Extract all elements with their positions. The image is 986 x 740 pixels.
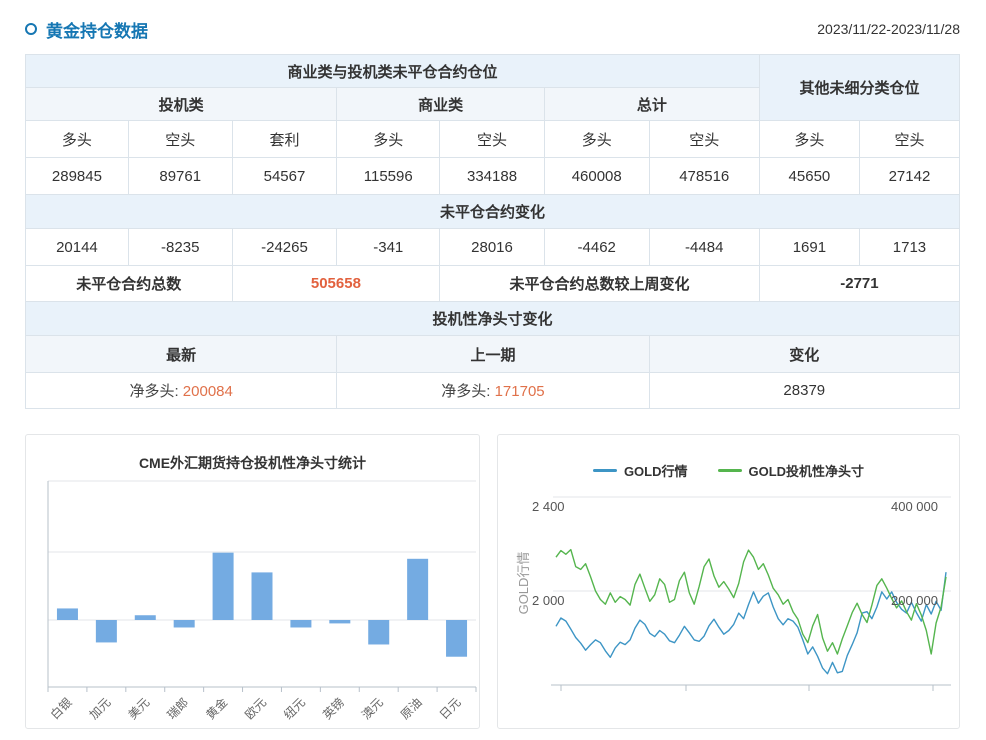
- page-header: 黄金持仓数据 2023/11/22-2023/11/28: [25, 14, 960, 44]
- bar-x-label: 加元: [87, 695, 114, 722]
- bar-series[interactable]: [56, 552, 468, 657]
- group-header-other: 其他未细分类仓位: [758, 54, 961, 121]
- net-header-latest: 最新: [24, 335, 338, 373]
- col-header-comm-long: 多头: [336, 120, 441, 158]
- bar-x-label: 瑞郎: [164, 695, 191, 722]
- change-value: -24265: [231, 228, 338, 266]
- axis-tick-label: 2 000: [532, 593, 565, 608]
- total-open-interest-label: 未平仓合约总数: [25, 265, 233, 302]
- bar-chart-title: CME外汇期货持仓投机性净头寸统计: [138, 455, 367, 471]
- positions-table: 商业类与投机类未平仓合约仓位 其他未细分类仓位 投机类 商业类 总计 多头 空头…: [24, 54, 961, 409]
- col-header-total-short: 空头: [648, 120, 760, 158]
- open-interest-value: 334188: [439, 157, 545, 195]
- col-header-spec-short: 空头: [127, 120, 233, 158]
- open-interest-value: 289845: [25, 157, 129, 195]
- col-header-total-long: 多头: [543, 120, 650, 158]
- line-series-GOLD投机性净头寸: [555, 548, 947, 655]
- net-change-value: 28379: [648, 372, 961, 409]
- total-change-value: -2771: [758, 265, 961, 302]
- change-value: -8235: [127, 228, 233, 266]
- change-value: -4484: [648, 228, 760, 266]
- bar-x-label: 英镑: [319, 695, 347, 723]
- charts-row: CME外汇期货持仓投机性净头寸统计 白银 加元 美元 瑞郎 黄金 欧元 纽元 英镑 澳元 原油 日元…: [25, 434, 960, 729]
- bar-x-label: 白银: [47, 695, 75, 723]
- bar-x-label: 纽元: [281, 695, 308, 722]
- col-header-other-long: 多头: [758, 120, 860, 158]
- net-latest-cell: 净多头: 200084: [24, 372, 338, 409]
- legend-swatch-gold-price: [592, 469, 617, 472]
- net-position-section-title: 投机性净头寸变化: [25, 301, 960, 336]
- axis-tick-label: 400 000: [891, 499, 938, 514]
- legend-item-gold-net-position[interactable]: GOLD投机性净头寸: [717, 461, 865, 480]
- cme-net-position-bar-chart[interactable]: 白银 加元 美元 瑞郎 黄金 欧元 纽元 英镑 澳元 原油 日元: [26, 435, 481, 728]
- bar-x-label: 澳元: [359, 695, 386, 722]
- col-header-spec-spread: 套利: [231, 120, 338, 158]
- col-header-other-short: 空头: [858, 120, 961, 158]
- legend-swatch-gold-net-position: [717, 469, 742, 472]
- net-latest-label: 净多头:: [129, 383, 179, 400]
- date-range: 2023/11/22-2023/11/28: [817, 21, 960, 37]
- line-series-GOLD行情: [555, 572, 947, 675]
- change-section-title: 未平仓合约变化: [25, 194, 960, 229]
- change-value: -341: [336, 228, 441, 266]
- section-bullet-icon: [25, 23, 37, 35]
- category-total: 总计: [543, 87, 760, 121]
- bar-x-label: 日元: [437, 695, 464, 722]
- total-change-label: 未平仓合约总数较上周变化: [439, 265, 760, 302]
- change-value: 1713: [858, 228, 961, 266]
- line-chart-legend: GOLD行情 GOLD投机性净头寸: [498, 461, 959, 480]
- net-header-change: 变化: [648, 335, 961, 373]
- line-chart-card: GOLD行情 GOLD投机性净头寸 2 400 2 000 400 000 200 0…: [497, 434, 960, 729]
- change-value: 20144: [25, 228, 129, 266]
- change-value: -4462: [543, 228, 650, 266]
- bar-chart-card: CME外汇期货持仓投机性净头寸统计 白银 加元 美元 瑞郎 黄金 欧元 纽元 英镑 澳元 原油 日元: [25, 434, 480, 729]
- total-open-interest-value: 505658: [231, 265, 441, 302]
- open-interest-value: 27142: [858, 157, 961, 195]
- open-interest-value: 54567: [231, 157, 338, 195]
- bar-x-label: 黄金: [203, 695, 231, 723]
- col-header-spec-long: 多头: [25, 120, 129, 158]
- open-interest-value: 115596: [336, 157, 441, 195]
- col-header-comm-short: 空头: [439, 120, 545, 158]
- net-latest-value: 200084: [182, 383, 233, 400]
- open-interest-value: 45650: [758, 157, 860, 195]
- net-previous-label: 净多头:: [441, 383, 491, 400]
- net-previous-value: 171705: [494, 383, 545, 400]
- axis-tick-label: 2 400: [532, 499, 565, 514]
- axis-tick-label: 200 000: [891, 593, 938, 608]
- open-interest-value: 89761: [127, 157, 233, 195]
- page-title: 黄金持仓数据: [46, 21, 148, 41]
- bar-x-label: 欧元: [242, 695, 269, 722]
- open-interest-value: 460008: [543, 157, 650, 195]
- category-speculative: 投机类: [24, 87, 338, 121]
- change-value: 1691: [758, 228, 860, 266]
- group-header-main: 商业类与投机类未平仓合约仓位: [25, 54, 760, 88]
- category-commercial: 商业类: [336, 87, 545, 121]
- y-axis-title: GOLD行情: [516, 552, 531, 615]
- legend-label-gold-net-position: GOLD投机性净头寸: [748, 464, 865, 479]
- net-previous-cell: 净多头: 171705: [336, 372, 650, 409]
- legend-item-gold-price[interactable]: GOLD行情: [592, 461, 688, 480]
- net-header-previous: 上一期: [336, 335, 650, 373]
- change-value: 28016: [439, 228, 545, 266]
- legend-label-gold-price: GOLD行情: [623, 464, 688, 479]
- bar-x-label: 美元: [126, 695, 153, 722]
- gold-price-net-position-line-chart[interactable]: 2 400 2 000 400 000 200 000 GOLD行情: [498, 435, 961, 728]
- open-interest-value: 478516: [648, 157, 760, 195]
- bar-x-label: 原油: [398, 695, 425, 722]
